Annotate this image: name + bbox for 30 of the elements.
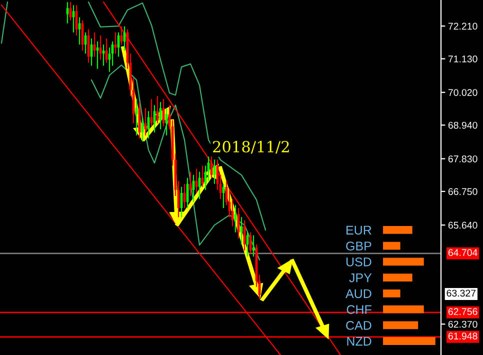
bar [383,242,400,250]
bar [383,289,400,298]
y-tick-label: 65.640 [448,222,478,229]
bar [383,337,436,346]
candlestick [150,98,153,127]
y-tick-label: 62.370 [448,320,478,328]
ref-line-label: 61.948 [448,332,478,340]
y-tick-label: 66.750 [448,188,478,196]
y-tick-label: 72.210 [448,22,478,30]
y-tick-label: USD [346,257,372,266]
y-tick-label: EUR [346,226,372,235]
y-tick-label: NZD [347,336,372,346]
ref-line-label: 62.756 [448,308,478,316]
y-tick-label: 71.130 [448,55,478,62]
y-tick-label: 67.830 [448,155,478,162]
bar [383,258,424,266]
bar [383,321,418,330]
bar [383,226,412,234]
ref-line-label: 64.704 [448,249,478,256]
text: 63.327 [446,290,476,297]
annotation: 2018/11/2 [213,140,289,154]
y-tick-label: JPY [349,273,372,282]
y-tick-label: GBP [346,242,372,250]
candlestick [72,4,75,33]
bar [383,305,424,314]
y-tick-label: 68.940 [448,122,478,129]
y-tick-label: CAD [346,320,372,330]
y-tick-label: AUD [346,289,372,298]
bar [383,274,412,282]
y-tick-label: 70.020 [448,89,478,96]
